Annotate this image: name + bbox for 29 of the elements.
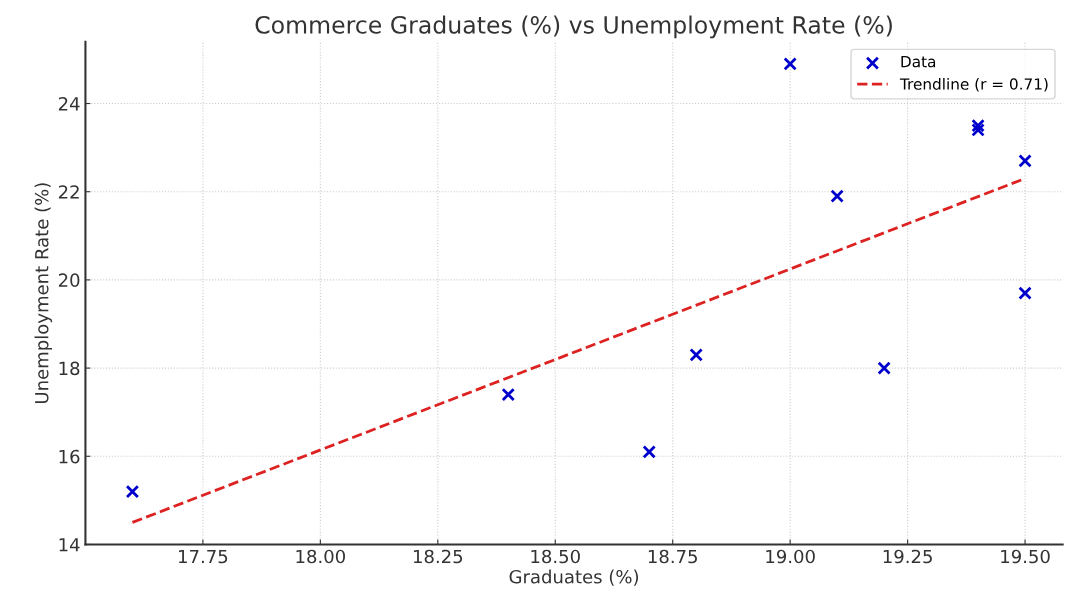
y-tick-label: 16 xyxy=(59,449,80,464)
legend-label: Data xyxy=(901,56,936,68)
point xyxy=(1018,154,1032,168)
point xyxy=(501,387,516,402)
y-tick-label: 18 xyxy=(59,361,80,376)
legend-label: Trendline (r = 0.71) xyxy=(899,77,1048,92)
x-tick-label: 17.75 xyxy=(179,549,228,564)
y-tick-label: 14 xyxy=(59,538,80,552)
x-tick-label: 18.75 xyxy=(648,549,697,564)
y-tick-label: 20 xyxy=(58,273,80,288)
point xyxy=(689,348,703,362)
x-tick-label: 18.50 xyxy=(531,549,580,564)
y-tick-label: 24 xyxy=(58,96,80,111)
point xyxy=(971,118,985,133)
chart-title: Commerce Graduates (%) vs Unemployment Rate (%) xyxy=(255,15,892,39)
x-axis-title: Graduates (%) xyxy=(509,569,639,586)
x-tick-label: 19.00 xyxy=(766,549,815,564)
point xyxy=(125,484,140,499)
point xyxy=(877,361,891,375)
x-tick-label: 19.25 xyxy=(883,549,932,564)
point xyxy=(783,57,797,71)
x-tick-label: 19.50 xyxy=(1001,549,1050,564)
x-tick-label: 18.00 xyxy=(296,549,345,564)
x-tick-label: 18.25 xyxy=(413,549,463,564)
point xyxy=(830,189,844,203)
point xyxy=(642,445,656,459)
y-axis-title: Unemployment Rate (%) xyxy=(34,183,53,404)
point xyxy=(1018,286,1032,300)
y-tick-label: 22 xyxy=(58,185,79,199)
